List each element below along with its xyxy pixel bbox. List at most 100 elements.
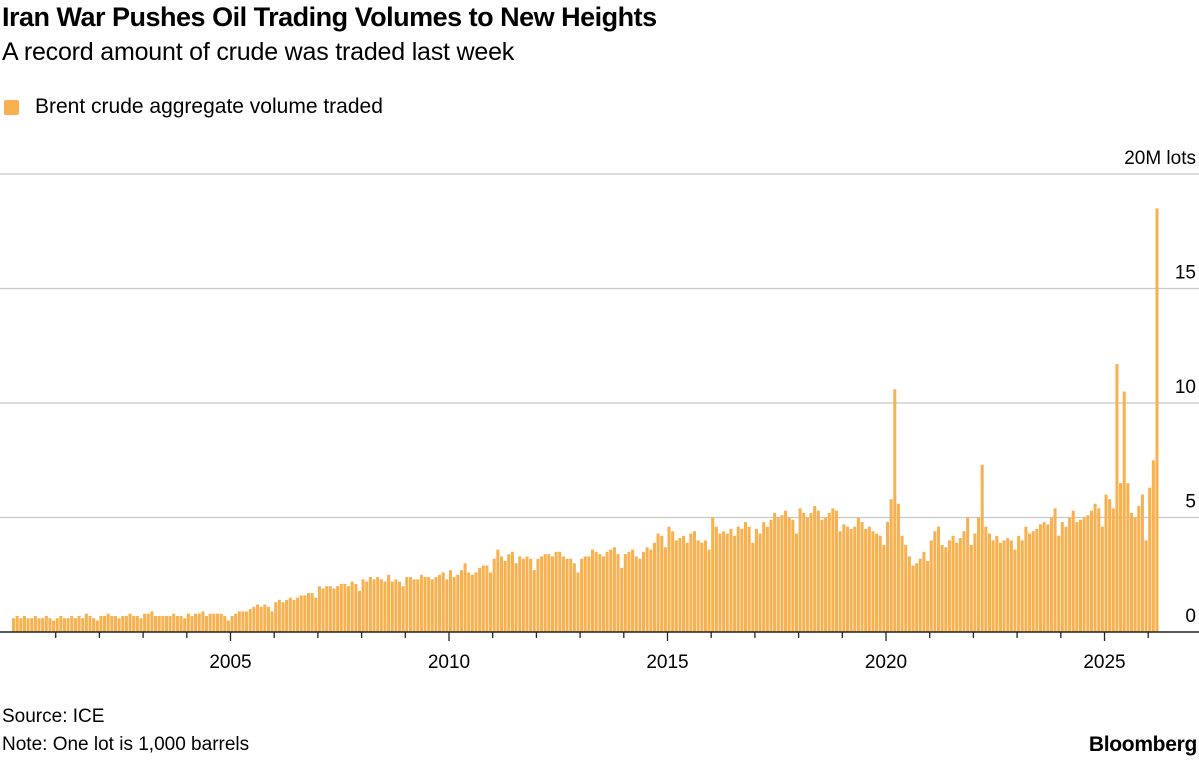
bar xyxy=(842,524,846,632)
bar xyxy=(1002,540,1006,632)
bar xyxy=(754,528,758,632)
bar xyxy=(423,577,427,632)
bar xyxy=(991,540,995,632)
bar xyxy=(172,613,176,632)
bar xyxy=(987,533,992,632)
bar xyxy=(634,556,638,632)
bar xyxy=(37,618,41,632)
bar xyxy=(1122,391,1126,632)
bar xyxy=(733,535,737,632)
bar xyxy=(740,528,744,632)
bar xyxy=(70,615,74,632)
bar xyxy=(926,561,930,632)
bar xyxy=(434,577,438,632)
bar xyxy=(561,556,565,632)
bar xyxy=(132,615,136,632)
bar xyxy=(15,615,19,632)
bar xyxy=(896,503,900,632)
bar xyxy=(124,615,128,632)
bar xyxy=(692,531,697,632)
bar xyxy=(1137,506,1141,632)
bar xyxy=(113,615,118,632)
bar xyxy=(154,615,158,632)
bar xyxy=(995,535,999,632)
y-tick-label: 0 xyxy=(1185,606,1196,627)
bar xyxy=(503,561,507,632)
bar xyxy=(441,572,445,632)
bar xyxy=(591,549,595,632)
bar xyxy=(390,581,394,632)
bar xyxy=(743,522,748,632)
bar xyxy=(652,542,656,632)
bar xyxy=(616,554,620,632)
bar xyxy=(700,542,704,632)
bar xyxy=(944,547,948,632)
bar xyxy=(918,558,922,632)
bar xyxy=(266,606,270,632)
bar xyxy=(44,615,48,632)
bar xyxy=(514,563,518,632)
bar xyxy=(41,618,45,632)
bar xyxy=(55,618,59,632)
bar xyxy=(459,570,463,632)
bar xyxy=(376,577,380,632)
bar xyxy=(816,510,820,632)
bar xyxy=(580,558,584,632)
bar xyxy=(540,556,544,632)
bar xyxy=(438,574,442,632)
bar xyxy=(139,618,143,632)
bar xyxy=(525,556,529,632)
bar xyxy=(1097,508,1101,632)
bar xyxy=(1119,483,1123,632)
bar xyxy=(663,547,667,632)
bar xyxy=(962,531,966,632)
bar xyxy=(762,522,766,632)
bar xyxy=(714,526,718,632)
bar xyxy=(649,549,653,632)
bar xyxy=(958,538,962,632)
bar xyxy=(627,551,631,632)
x-tick-label: 2025 xyxy=(1083,652,1125,673)
bar xyxy=(470,574,474,632)
bar xyxy=(529,558,533,632)
bar xyxy=(725,533,729,632)
bar xyxy=(864,528,868,632)
bar xyxy=(1057,535,1061,632)
bar xyxy=(554,551,558,632)
x-tick-label: 2015 xyxy=(646,652,688,673)
bar xyxy=(485,565,489,632)
bar xyxy=(1013,549,1017,632)
bar xyxy=(915,563,919,632)
bar xyxy=(33,615,37,632)
bar xyxy=(1086,515,1090,632)
bar xyxy=(773,512,777,632)
bar xyxy=(146,613,150,632)
bar xyxy=(241,611,245,632)
bar xyxy=(164,615,168,632)
bar xyxy=(1017,535,1021,632)
bar xyxy=(259,606,263,632)
bar xyxy=(1148,487,1152,632)
bar xyxy=(357,590,361,632)
bar xyxy=(1006,538,1010,632)
bar xyxy=(416,579,420,632)
bar xyxy=(784,510,788,632)
bar xyxy=(499,556,504,632)
bar xyxy=(1104,494,1108,632)
bar xyxy=(128,613,132,632)
bar xyxy=(660,535,664,632)
x-tick-label: 2005 xyxy=(209,652,251,673)
bar xyxy=(900,535,904,632)
bar xyxy=(1155,208,1159,632)
bar xyxy=(1093,503,1097,632)
bar xyxy=(317,586,321,632)
bar xyxy=(536,558,540,632)
bar xyxy=(940,544,944,632)
bar xyxy=(1028,533,1032,632)
bar xyxy=(1140,494,1144,632)
bar xyxy=(882,544,886,632)
bar xyxy=(1042,522,1046,632)
bar xyxy=(1108,499,1112,632)
bar xyxy=(194,613,198,632)
legend-swatch xyxy=(4,99,19,115)
